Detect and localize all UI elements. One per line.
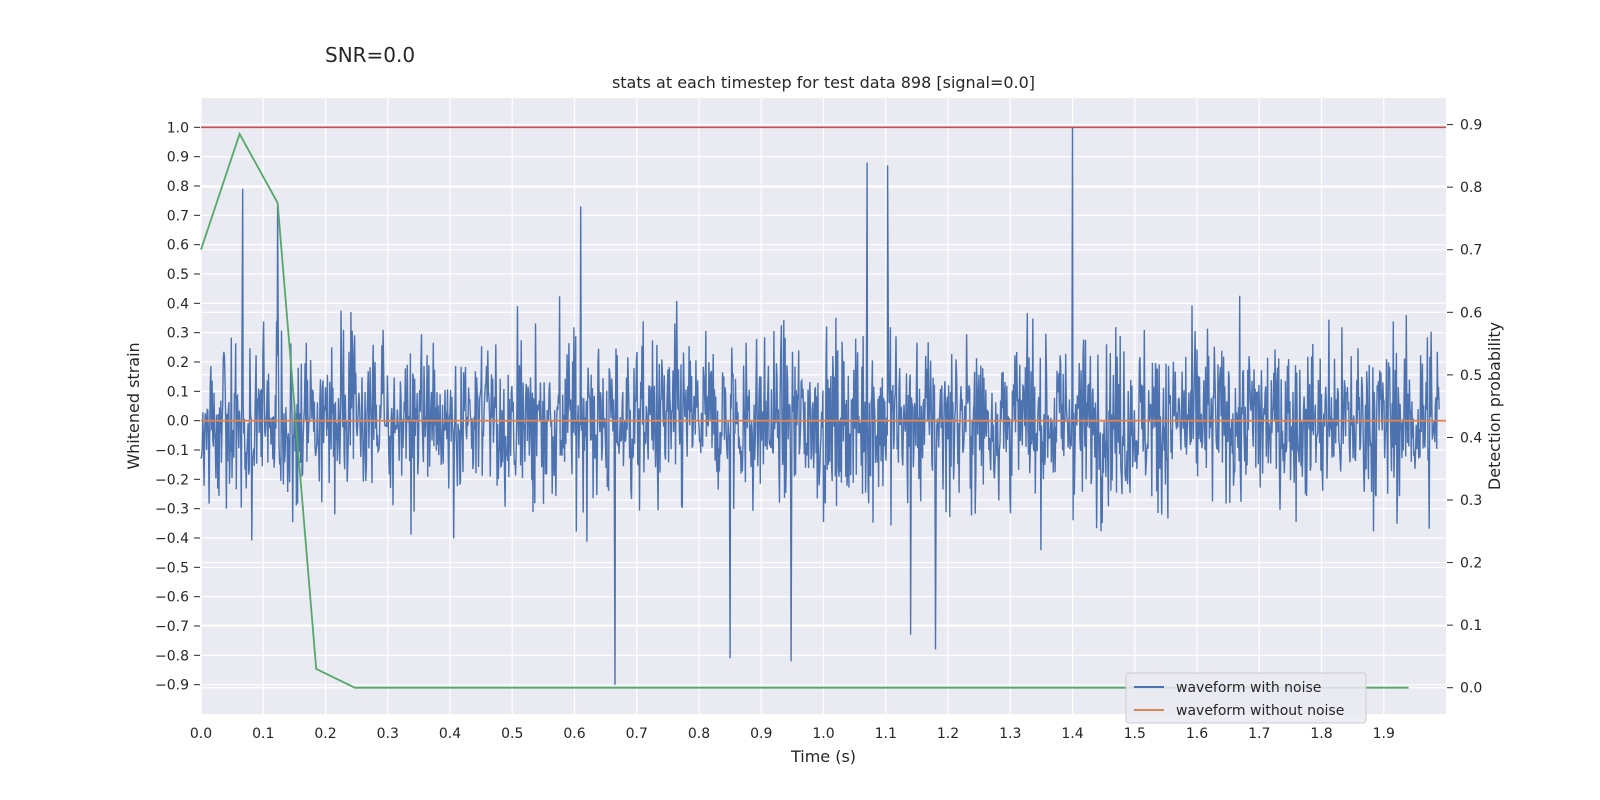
legend-box: [1125, 672, 1367, 724]
y2-tick-label: 0.5: [1460, 368, 1482, 384]
y-tick-label: 0.2: [167, 355, 189, 371]
y-tick-label: −0.1: [155, 443, 189, 459]
x-tick-label: 1.9: [1373, 726, 1395, 742]
x-tick-label: 0.2: [314, 726, 336, 742]
x-tick-label: 0.8: [688, 726, 710, 742]
y-tick-label: −0.2: [155, 472, 189, 488]
y-tick-label: 0.7: [167, 208, 189, 224]
series-layer: [200, 126, 1446, 689]
chart-suptitle: SNR=0.0: [325, 43, 415, 67]
y-tick-label: 0.6: [167, 238, 189, 254]
x-tick-label: 1.1: [875, 726, 897, 742]
y-tick-label: −0.8: [155, 648, 189, 664]
y2-tick-label: 0.4: [1460, 430, 1482, 446]
y-axis-label: Whitened strain: [124, 342, 143, 469]
x-tick-label: 0.7: [626, 726, 648, 742]
y2-tick-label: 0.6: [1460, 305, 1482, 321]
y-tick-label: −0.3: [155, 502, 189, 518]
y-tick-label: 1.0: [167, 120, 189, 136]
y2-tick-label: 0.7: [1460, 243, 1482, 259]
x-tick-label: 0.5: [501, 726, 523, 742]
y2-tick-label: 0.9: [1460, 118, 1482, 134]
x-tick-label: 1.5: [1124, 726, 1146, 742]
y-tick-label: −0.9: [155, 678, 189, 694]
chart-title: stats at each timestep for test data 898…: [612, 73, 1035, 92]
y2-axis-label: Detection probability: [1485, 322, 1504, 490]
x-tick-label: 1.3: [999, 726, 1021, 742]
legend-label-clean: waveform without noise: [1176, 703, 1344, 719]
tick-labels: 0.0 0.1 0.2 0.3 0.4 0.5 0.6 0.7 0.8 0.9 1.0 1.1 1.2 1…: [155, 118, 1482, 742]
y2-tick-label: 0.0: [1460, 681, 1482, 697]
y-tick-label: 0.8: [167, 179, 189, 195]
y2-tick-label: 0.1: [1460, 618, 1482, 634]
y-tick-label: 0.1: [167, 384, 189, 400]
x-tick-label: 0.3: [377, 726, 399, 742]
y2-tick-label: 0.2: [1460, 556, 1482, 572]
y-tick-label: −0.4: [155, 531, 189, 547]
x-tick-label: 1.6: [1186, 726, 1208, 742]
y-tick-label: −0.5: [155, 560, 189, 576]
x-tick-label: 1.4: [1061, 726, 1083, 742]
x-tick-label: 1.2: [937, 726, 959, 742]
y-tick-label: 0.9: [167, 150, 189, 166]
x-tick-label: 1.7: [1248, 726, 1270, 742]
y-tick-label: −0.6: [155, 590, 189, 606]
x-tick-label: 1.8: [1310, 726, 1332, 742]
y2-tick-label: 0.3: [1460, 493, 1482, 509]
y-tick-label: 0.4: [167, 296, 189, 312]
x-tick-label: 0.4: [439, 726, 461, 742]
x-tick-label: 1.0: [812, 726, 834, 742]
y-tick-label: 0.3: [167, 326, 189, 342]
y-tick-label: 0.0: [167, 414, 189, 430]
legend: waveform with noise waveform without noi…: [1125, 672, 1367, 724]
x-tick-label: 0.6: [563, 726, 585, 742]
legend-label-noisy: waveform with noise: [1176, 680, 1321, 696]
y2-tick-label: 0.8: [1460, 180, 1482, 196]
x-tick-label: 0.9: [750, 726, 772, 742]
x-tick-label: 0.0: [190, 726, 212, 742]
y-tick-label: −0.7: [155, 619, 189, 635]
y-tick-label: 0.5: [167, 267, 189, 283]
x-tick-label: 0.1: [252, 726, 274, 742]
x-axis-label: Time (s): [790, 747, 856, 766]
